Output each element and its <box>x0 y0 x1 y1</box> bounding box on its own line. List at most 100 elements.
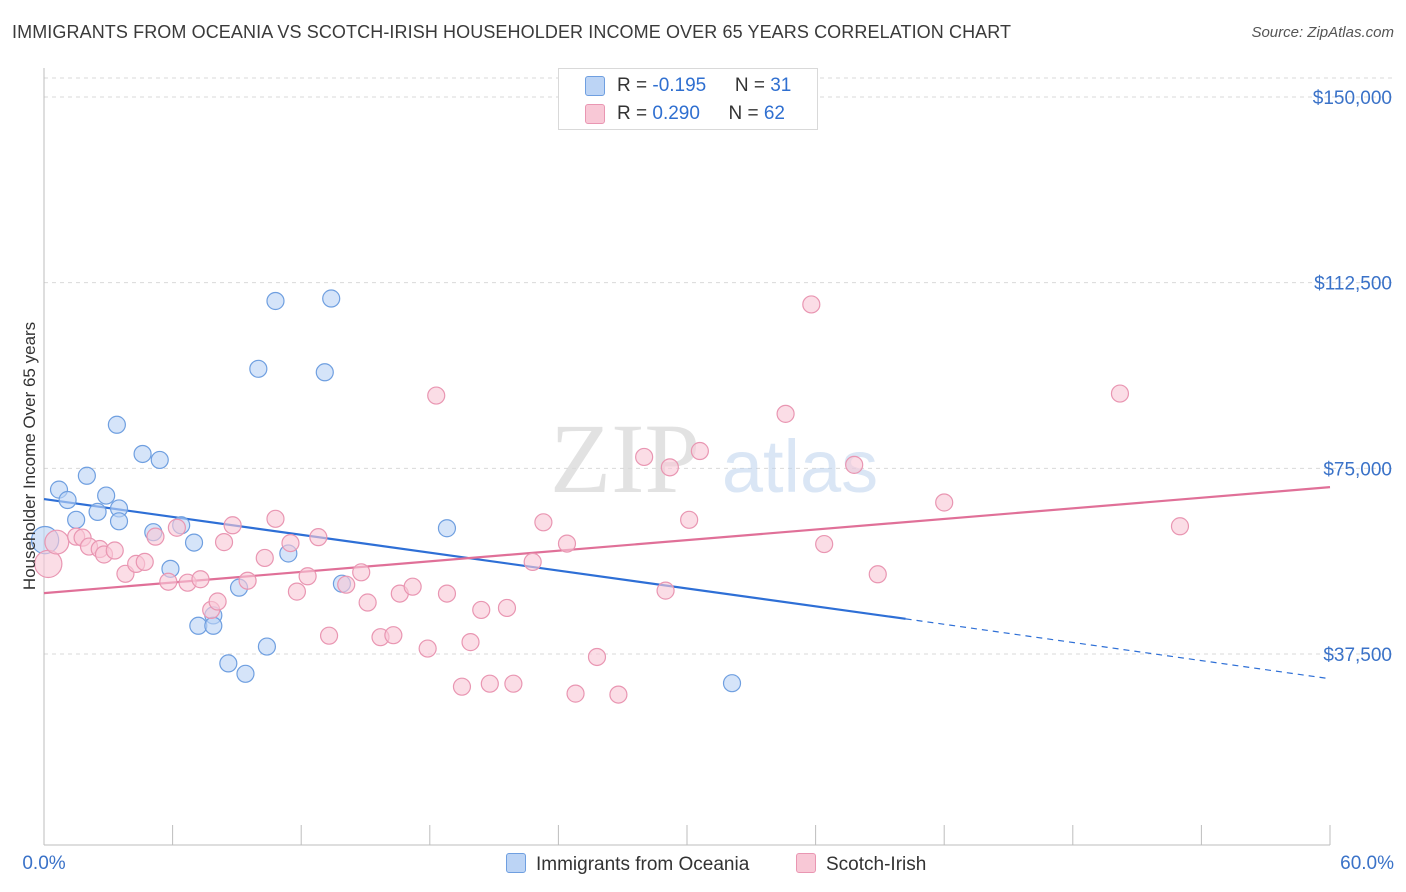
oceania-point <box>266 291 285 311</box>
legend-r-value: 0.290 <box>652 103 700 124</box>
legend-swatch-blue <box>506 853 526 873</box>
y-tick-label: $112,500 <box>1314 274 1392 295</box>
scotch-irish-point <box>935 493 954 512</box>
scotch-irish-point <box>358 593 377 612</box>
scotch-irish-point <box>287 582 307 601</box>
oceania-point <box>58 490 77 510</box>
scotch-irish-point <box>191 570 210 589</box>
scotch-irish-point <box>105 541 124 560</box>
y-tick-label: $150,000 <box>1313 88 1392 109</box>
data-points <box>30 289 1190 704</box>
legend-swatch-pink <box>585 104 605 124</box>
scotch-irish-point <box>337 575 356 594</box>
scotch-irish-point <box>557 534 577 553</box>
oceania-point <box>77 466 96 485</box>
legend-n-value: 31 <box>770 75 792 96</box>
scotch-irish-point <box>635 447 654 467</box>
scotch-irish-point <box>223 516 242 535</box>
scotch-irish-point <box>159 572 178 591</box>
correlation-legend: R = -0.195 N = 31 R = 0.290 N = 62 <box>558 68 818 130</box>
watermark-zip: ZIP <box>550 403 700 514</box>
oceania-trend-extension <box>905 618 1331 680</box>
gridlines <box>44 77 1394 655</box>
legend-item-scotch-irish[interactable]: Scotch-Irish <box>796 853 926 876</box>
scotch-irish-point <box>418 639 437 658</box>
source-label: Source: ZipAtlas.com <box>1251 24 1394 41</box>
scotch-irish-point <box>504 674 523 693</box>
oceania-point <box>249 359 268 378</box>
scotch-irish-point <box>480 674 499 693</box>
y-tick-label: $75,000 <box>1323 459 1392 480</box>
scotch-irish-point <box>266 509 285 528</box>
oceania-point <box>88 502 107 522</box>
oceania-point <box>322 289 341 308</box>
scotch-irish-point <box>472 600 491 620</box>
oceania-point <box>150 450 169 470</box>
legend-item-label: Immigrants from Oceania <box>536 854 750 875</box>
scotch-irish-point <box>609 685 628 704</box>
scotch-irish-point <box>523 552 542 572</box>
scotch-irish-point <box>298 567 317 586</box>
scotch-irish-point <box>238 571 257 590</box>
scotch-irish-point <box>255 548 274 568</box>
scotch-irish-point <box>403 577 422 596</box>
oceania-point <box>437 519 457 538</box>
legend-item-label: Scotch-Irish <box>826 854 927 875</box>
scotch-irish-point <box>281 533 300 553</box>
legend-r-label: R = <box>617 103 653 124</box>
scotch-irish-point <box>352 563 371 582</box>
series-legend: Immigrants from Oceania Scotch-Irish <box>0 850 1406 880</box>
scotch-irish-point <box>461 633 480 652</box>
oceania-point <box>67 510 86 529</box>
scotch-irish-point <box>319 626 339 645</box>
oceania-point <box>236 664 255 683</box>
scotch-irish-point <box>384 626 403 645</box>
scotch-irish-point <box>214 533 234 552</box>
scotch-irish-point <box>497 598 517 618</box>
x-tick-label-min: 0.0% <box>22 853 65 874</box>
legend-r-value: -0.195 <box>652 75 707 96</box>
scotch-irish-point <box>427 386 446 405</box>
scotch-irish-point <box>135 552 154 572</box>
oceania-point <box>315 363 334 382</box>
chart-title: IMMIGRANTS FROM OCEANIA VS SCOTCH-IRISH … <box>12 22 1012 42</box>
oceania-point <box>219 654 238 673</box>
scotch-irish-point <box>660 458 679 477</box>
scotch-irish-point <box>587 647 607 667</box>
scotch-irish-point <box>815 534 834 554</box>
scotch-irish-point <box>1170 517 1190 536</box>
scotch-irish-point <box>656 581 675 600</box>
scotch-irish-point <box>146 527 165 546</box>
y-axis-label: Householder Income Over 65 years <box>20 322 39 590</box>
oceania-point <box>204 616 223 635</box>
scotch-irish-point <box>845 455 864 474</box>
tick-labels: $37,500 $75,000 $112,500 $150,000 0.0% 60.0% <box>22 88 1394 874</box>
scotch-irish-trend-line <box>43 486 1331 595</box>
scotch-irish-point <box>208 592 227 611</box>
axes <box>43 68 1331 846</box>
scotch-irish-point <box>680 510 699 529</box>
scotch-irish-point <box>1110 384 1130 403</box>
oceania-point <box>109 512 129 531</box>
scotch-irish-point <box>167 518 186 537</box>
scotch-irish-point <box>452 677 472 696</box>
x-tick-label-max: 60.0% <box>1340 853 1394 874</box>
legend-swatch-blue <box>585 76 605 96</box>
oceania-point <box>107 415 126 434</box>
watermark: ZIP atlas <box>550 403 878 514</box>
scotch-irish-point <box>802 295 821 314</box>
scotch-irish-point <box>566 684 585 703</box>
scotch-irish-point <box>868 565 887 584</box>
legend-item-oceania[interactable]: Immigrants from Oceania <box>506 853 749 876</box>
legend-r-label: R = <box>617 75 653 96</box>
oceania-point <box>184 533 204 552</box>
oceania-point <box>257 637 277 656</box>
legend-n-label: N = <box>734 75 771 96</box>
oceania-point <box>133 444 152 464</box>
scotch-irish-point <box>776 404 795 423</box>
scotch-irish-point <box>534 513 553 532</box>
oceania-point <box>97 486 116 505</box>
y-tick-label: $37,500 <box>1323 645 1392 666</box>
scotch-irish-point <box>44 529 70 555</box>
